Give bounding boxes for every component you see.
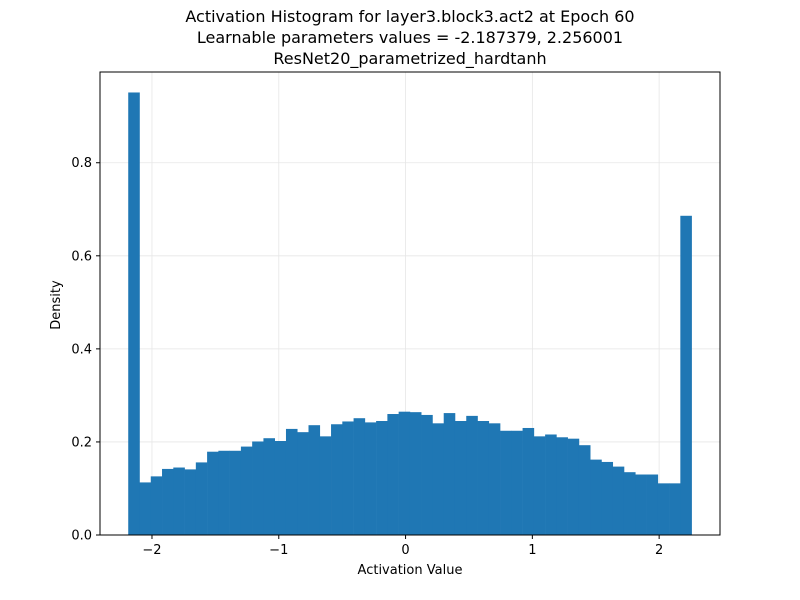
histogram-bar-4 xyxy=(173,467,185,535)
histogram-bar-44 xyxy=(623,472,636,535)
y-tick-label-4: 0.8 xyxy=(71,156,92,171)
x-tick-label-4: 2 xyxy=(655,543,663,558)
histogram-bar-32 xyxy=(488,423,501,535)
histogram-bar-1 xyxy=(139,482,152,535)
histogram-bar-45 xyxy=(635,474,647,535)
histogram-bar-49 xyxy=(680,215,692,535)
x-tick-label-0: −2 xyxy=(142,543,161,558)
histogram-bar-17 xyxy=(319,436,332,535)
histogram-bar-41 xyxy=(590,459,602,535)
histogram-bar-36 xyxy=(533,436,546,535)
histogram-bar-39 xyxy=(567,438,580,535)
y-tick-label-1: 0.2 xyxy=(71,435,92,450)
histogram-bar-47 xyxy=(657,483,670,535)
histogram-bar-22 xyxy=(376,420,388,535)
x-tick-label-2: 0 xyxy=(401,543,409,558)
histogram-bar-12 xyxy=(263,438,276,535)
histogram-bar-19 xyxy=(342,421,354,535)
histogram-bar-21 xyxy=(364,422,377,535)
histogram-bar-7 xyxy=(207,451,219,535)
histogram-bar-25 xyxy=(409,412,422,535)
histogram-bar-31 xyxy=(477,420,490,535)
histogram-bar-3 xyxy=(162,468,174,535)
histogram-bar-26 xyxy=(421,414,433,535)
histogram-bar-13 xyxy=(274,441,287,535)
histogram-bar-48 xyxy=(669,483,681,535)
histogram-bars xyxy=(128,92,692,536)
x-tick-label-1: −1 xyxy=(269,543,288,558)
y-tick-label-2: 0.4 xyxy=(71,342,92,357)
x-axis-label: Activation Value xyxy=(358,563,463,578)
y-tick-label-0: 0.0 xyxy=(71,529,92,544)
histogram-bar-20 xyxy=(353,418,366,535)
histogram-bar-23 xyxy=(387,414,399,535)
histogram-bar-5 xyxy=(184,469,197,535)
histogram-bar-46 xyxy=(646,474,659,535)
histogram-bar-35 xyxy=(522,427,535,535)
x-tick-label-3: 1 xyxy=(528,543,536,558)
histogram-bar-24 xyxy=(398,411,411,535)
y-axis-label: Density xyxy=(49,280,64,330)
histogram-bar-29 xyxy=(454,420,467,535)
histogram-bar-16 xyxy=(308,425,321,535)
histogram-bar-8 xyxy=(218,450,230,535)
histogram-bar-10 xyxy=(240,446,253,535)
histogram-bar-11 xyxy=(252,441,264,535)
x-axis-ticks: −2 −1 0 1 2 xyxy=(142,535,663,558)
histogram-bar-18 xyxy=(331,424,343,535)
y-axis-ticks: 0.0 0.2 0.4 0.6 0.8 xyxy=(71,156,100,544)
plot-area-frame xyxy=(99,71,721,536)
chart-title: Activation Histogram for layer3.block3.a… xyxy=(185,7,634,69)
y-tick-label-3: 0.6 xyxy=(71,249,92,264)
histogram-bar-43 xyxy=(612,466,625,535)
histogram-bar-40 xyxy=(578,445,591,535)
histogram-bar-28 xyxy=(443,413,456,535)
histogram-bar-0 xyxy=(128,92,140,536)
histogram-bar-9 xyxy=(229,450,242,535)
histogram-bar-38 xyxy=(556,437,568,535)
histogram-bar-6 xyxy=(195,462,208,535)
histogram-bar-42 xyxy=(601,461,614,535)
histogram-bar-37 xyxy=(545,434,557,535)
title-line-3: ResNet20_parametrized_hardtanh xyxy=(273,49,546,69)
histogram-bar-15 xyxy=(297,432,309,535)
histogram-bar-2 xyxy=(150,476,163,535)
histogram-bar-33 xyxy=(500,430,512,535)
histogram-bar-27 xyxy=(432,423,445,535)
title-line-2: Learnable parameters values = -2.187379,… xyxy=(197,28,623,47)
title-line-1: Activation Histogram for layer3.block3.a… xyxy=(185,7,634,26)
histogram-bar-30 xyxy=(466,415,478,535)
histogram-bar-34 xyxy=(511,430,523,535)
histogram-bar-14 xyxy=(285,428,298,535)
